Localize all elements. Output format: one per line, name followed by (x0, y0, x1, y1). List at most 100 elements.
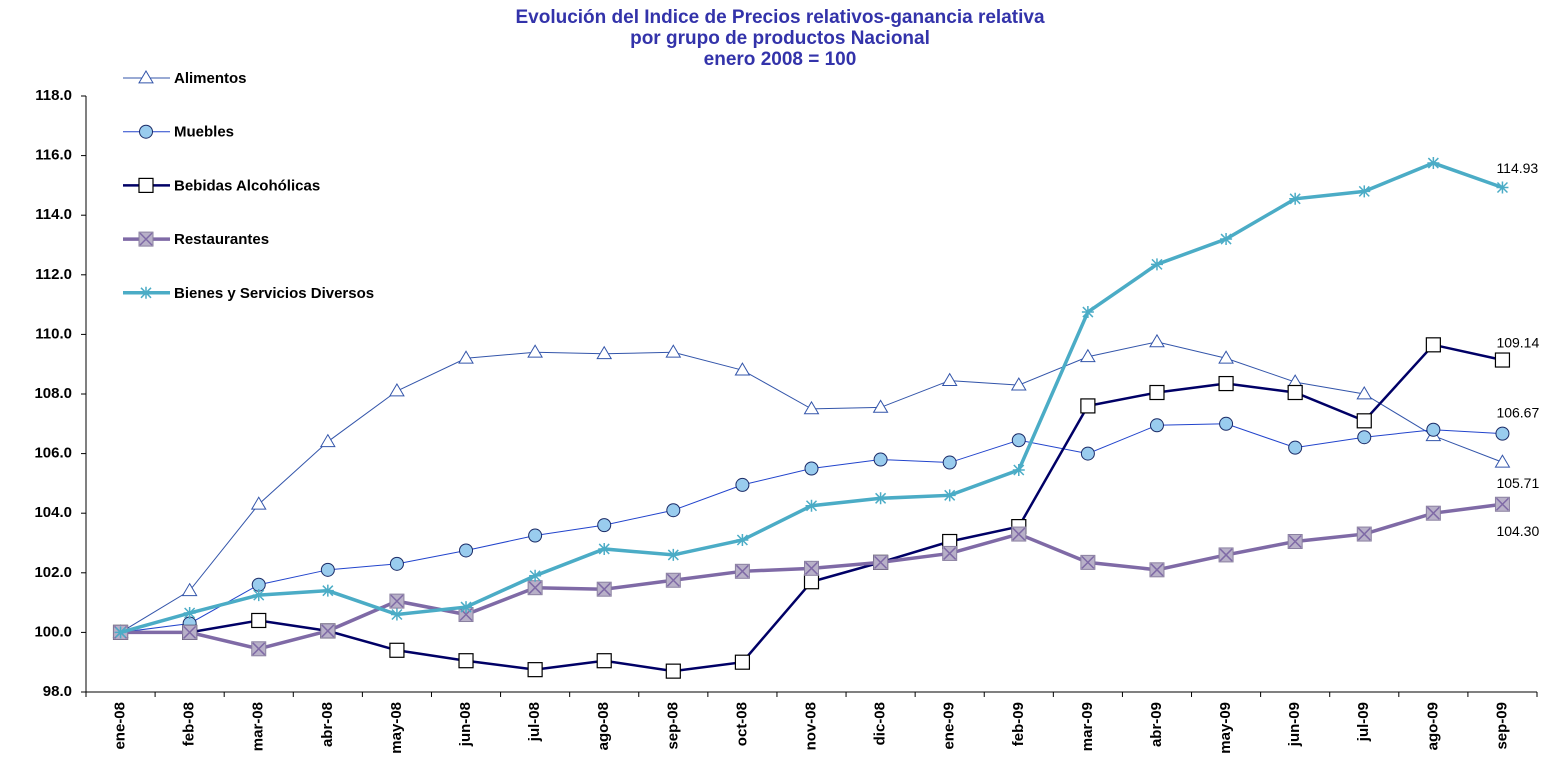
point-marker (1150, 258, 1163, 271)
y-tick-label: 98.0 (43, 683, 72, 700)
y-tick-label: 114.0 (35, 206, 72, 223)
legend-label: Alimentos (174, 70, 247, 87)
point-marker (529, 569, 542, 582)
data-label: 105.71 (1496, 475, 1539, 491)
marker-shape (1288, 440, 1303, 455)
chart-title: enero 2008 = 100 (704, 49, 857, 70)
marker-shape (321, 624, 335, 638)
marker-shape (321, 584, 334, 597)
marker-shape (596, 345, 613, 360)
marker-shape (527, 662, 543, 678)
x-tick-label: feb-08 (181, 702, 198, 746)
marker-shape (390, 608, 403, 621)
point-marker (942, 455, 957, 470)
point-marker (803, 574, 820, 590)
marker-shape (250, 496, 267, 510)
point-marker (1010, 377, 1027, 391)
marker-shape (1495, 497, 1509, 511)
marker-shape (251, 612, 267, 629)
marker-shape (1150, 258, 1163, 271)
marker-shape (874, 555, 888, 569)
y-tick-label: 110.0 (35, 325, 72, 342)
point-marker (182, 624, 198, 640)
marker-shape (874, 492, 887, 505)
point-marker (1357, 430, 1372, 445)
marker-shape (114, 626, 127, 639)
point-marker (942, 545, 958, 561)
marker-shape (1494, 352, 1511, 368)
marker-shape (667, 548, 680, 561)
point-marker (138, 177, 154, 193)
marker-shape (1219, 416, 1234, 431)
point-marker (390, 608, 403, 621)
x-tick-label: jun-08 (457, 702, 474, 747)
y-tick-label: 102.0 (34, 564, 72, 581)
marker-shape (1011, 433, 1026, 448)
marker-shape (1358, 185, 1371, 198)
x-tick-label: feb-09 (1010, 702, 1027, 746)
x-tick-label: sep-09 (1493, 702, 1510, 750)
x-tick-label: mar-09 (1079, 702, 1096, 751)
x-tick-label: jul-08 (526, 702, 543, 742)
marker-shape (529, 569, 542, 582)
marker-shape (1356, 386, 1373, 400)
marker-shape (320, 562, 335, 577)
y-tick-label: 100.0 (34, 623, 72, 640)
point-marker (805, 499, 818, 512)
point-marker (528, 528, 543, 543)
point-marker (527, 662, 543, 678)
series-line (120, 423, 1503, 633)
point-marker (943, 489, 956, 502)
point-marker (667, 548, 680, 561)
marker-shape (805, 499, 818, 512)
point-marker (1218, 375, 1234, 392)
point-marker (1080, 398, 1096, 414)
point-marker (665, 663, 681, 679)
marker-shape (319, 433, 336, 448)
point-marker (804, 560, 819, 576)
point-marker (319, 433, 336, 448)
marker-shape (389, 556, 404, 571)
x-tick-label: ago-08 (595, 702, 612, 750)
x-tick-label: mar-08 (250, 702, 267, 751)
x-tick-label: may-08 (388, 702, 405, 754)
marker-shape (941, 372, 958, 386)
point-marker (734, 654, 751, 670)
marker-shape (666, 503, 681, 518)
marker-shape (1149, 418, 1164, 433)
y-tick-label: 104.0 (34, 504, 72, 521)
marker-shape (1494, 454, 1511, 468)
point-marker (1080, 554, 1096, 570)
marker-shape (1495, 426, 1510, 441)
point-marker (138, 231, 154, 247)
legend-label: Bebidas Alcohólicas (174, 177, 320, 194)
y-tick-label: 108.0 (34, 385, 72, 402)
marker-shape (803, 400, 820, 415)
point-marker (1149, 384, 1165, 401)
marker-shape (943, 489, 956, 502)
legend-label: Muebles (174, 124, 234, 141)
legend-label: Bienes y Servicios Diversos (174, 285, 374, 302)
point-marker (181, 582, 198, 597)
point-marker (527, 344, 543, 358)
point-marker (1356, 413, 1372, 429)
point-marker (1218, 547, 1234, 563)
marker-shape (527, 344, 543, 358)
point-marker (321, 584, 334, 597)
marker-shape (1150, 563, 1164, 577)
point-marker (458, 350, 474, 364)
marker-shape (873, 452, 888, 467)
point-marker (1356, 526, 1372, 542)
point-marker (459, 543, 474, 558)
marker-shape (736, 534, 749, 547)
marker-shape (1287, 384, 1303, 401)
point-marker (1494, 496, 1510, 512)
data-label: 104.30 (1496, 523, 1539, 539)
marker-shape (252, 589, 265, 602)
data-label: 106.67 (1496, 404, 1539, 420)
marker-shape (389, 642, 405, 658)
marker-shape (390, 594, 404, 608)
marker-shape (181, 582, 198, 597)
point-marker (1012, 463, 1025, 476)
marker-shape (183, 607, 196, 620)
